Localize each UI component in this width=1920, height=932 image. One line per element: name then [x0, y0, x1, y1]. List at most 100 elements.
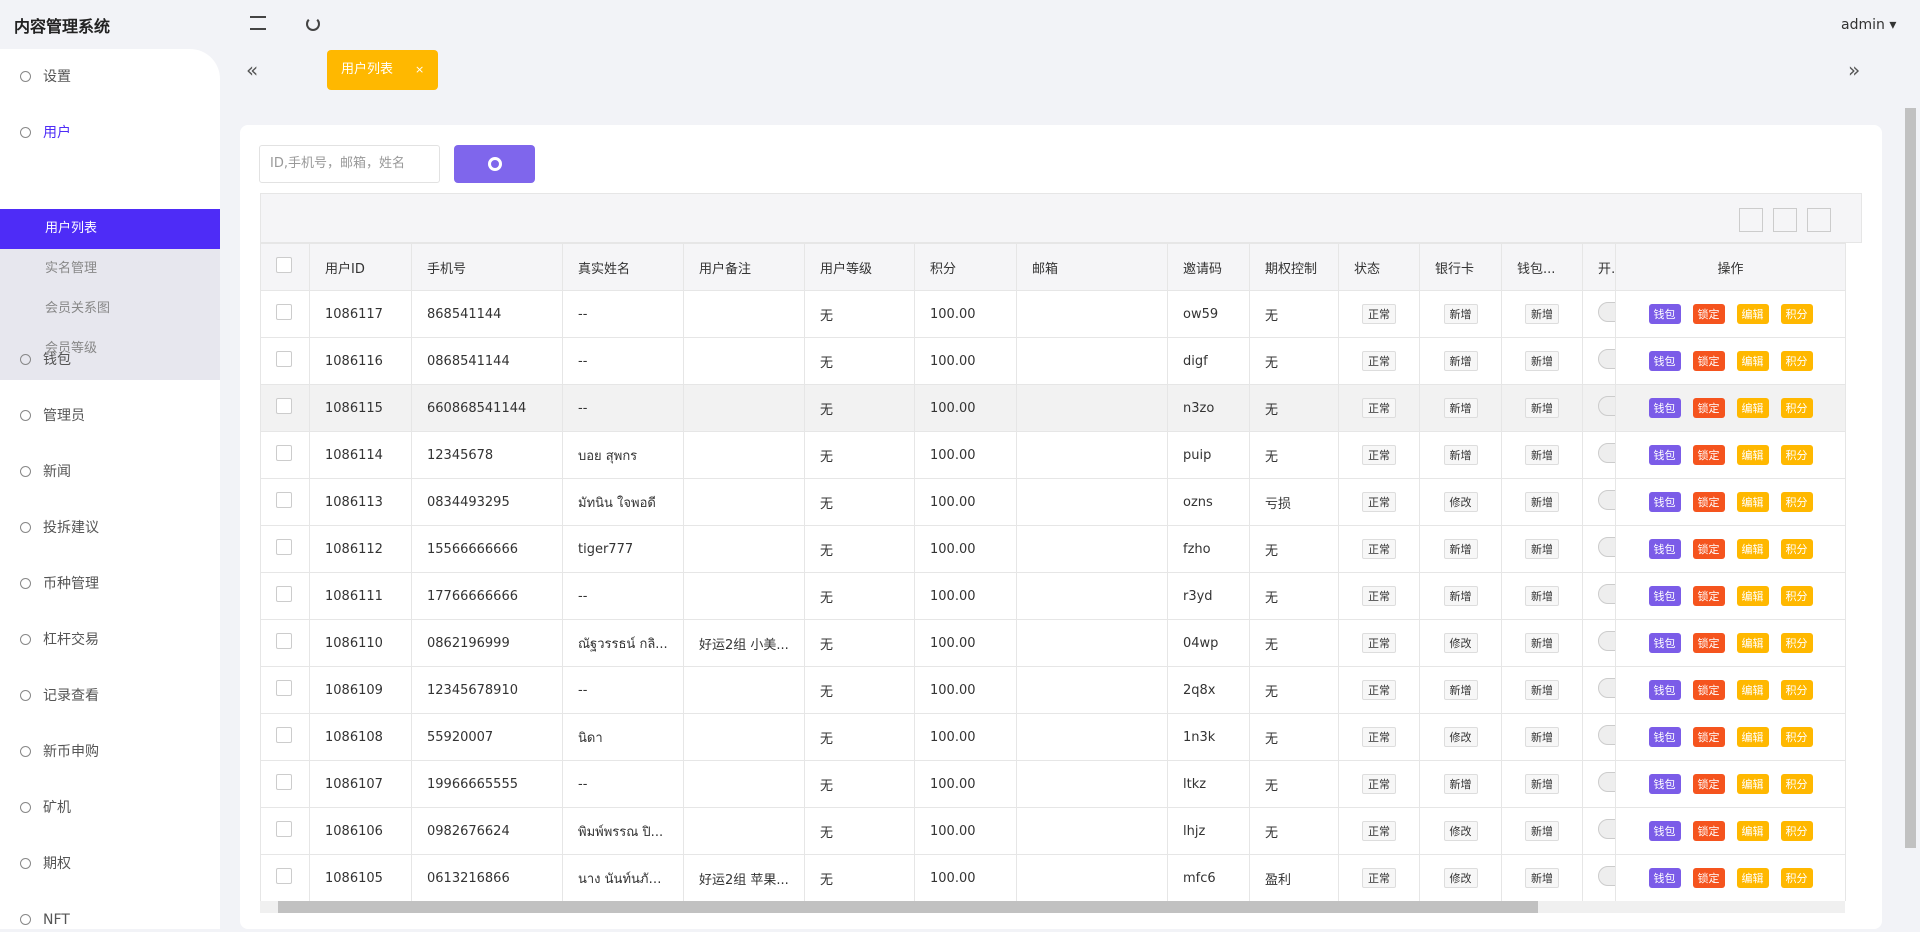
action-button[interactable]: 编辑 — [1736, 398, 1769, 418]
action-button[interactable]: 锁定 — [1692, 492, 1725, 512]
action-tag[interactable]: 修改 — [1443, 633, 1478, 653]
action-tag[interactable]: 新增 — [1525, 774, 1559, 794]
action-tag[interactable]: 新增 — [1443, 774, 1478, 794]
action-tag[interactable]: 新增 — [1525, 351, 1559, 371]
action-tag[interactable]: 新增 — [1525, 680, 1559, 700]
row-checkbox[interactable] — [260, 666, 310, 714]
action-tag[interactable]: 新增 — [1525, 727, 1559, 747]
action-tag[interactable]: 新增 — [1525, 492, 1559, 512]
row-checkbox[interactable] — [260, 431, 310, 479]
action-button[interactable]: 积分 — [1780, 727, 1813, 747]
submenu-item[interactable]: 会员关系图 — [0, 289, 220, 329]
action-button[interactable]: 编辑 — [1736, 304, 1769, 324]
action-button[interactable]: 钱包 — [1648, 774, 1681, 794]
tab-next[interactable]: » — [1848, 58, 1861, 82]
action-tag[interactable]: 修改 — [1443, 492, 1478, 512]
action-button[interactable]: 编辑 — [1736, 586, 1769, 606]
v-scroll[interactable] — [1905, 108, 1916, 848]
action-tag[interactable]: 新增 — [1525, 539, 1559, 559]
menu-toggle[interactable] — [250, 16, 266, 30]
h-scroll[interactable] — [260, 901, 1845, 913]
action-button[interactable]: 编辑 — [1736, 492, 1769, 512]
row-checkbox[interactable] — [260, 290, 310, 338]
user-menu[interactable]: admin ▾ — [1841, 17, 1897, 33]
toolbar-columns[interactable] — [1739, 208, 1763, 232]
action-button[interactable]: 编辑 — [1736, 821, 1769, 841]
action-button[interactable]: 编辑 — [1736, 727, 1769, 747]
action-button[interactable]: 编辑 — [1736, 633, 1769, 653]
action-tag[interactable]: 新增 — [1443, 351, 1478, 371]
action-button[interactable]: 积分 — [1780, 304, 1813, 324]
action-button[interactable]: 钱包 — [1648, 633, 1681, 653]
tab-prev[interactable]: « — [246, 58, 259, 82]
action-button[interactable]: 钱包 — [1648, 586, 1681, 606]
menu-item[interactable]: 用户 — [20, 121, 71, 145]
action-button[interactable]: 积分 — [1780, 586, 1813, 606]
menu-item[interactable]: 矿机 — [20, 796, 71, 820]
action-tag[interactable]: 新增 — [1443, 398, 1478, 418]
search-input[interactable]: ID,手机号，邮箱，姓名 — [259, 145, 440, 183]
action-button[interactable]: 钱包 — [1648, 398, 1681, 418]
action-button[interactable]: 编辑 — [1736, 351, 1769, 371]
row-checkbox[interactable] — [260, 572, 310, 620]
submenu-item[interactable]: 实名管理 — [0, 249, 220, 289]
action-button[interactable]: 编辑 — [1736, 868, 1769, 888]
action-button[interactable]: 锁定 — [1692, 445, 1725, 465]
action-tag[interactable]: 新增 — [1525, 445, 1559, 465]
search-button[interactable] — [454, 145, 535, 183]
submenu-item[interactable]: 会员等级 — [0, 329, 220, 369]
action-tag[interactable]: 新增 — [1525, 633, 1559, 653]
action-tag[interactable]: 新增 — [1443, 304, 1478, 324]
action-button[interactable]: 钱包 — [1648, 445, 1681, 465]
action-tag[interactable]: 新增 — [1525, 868, 1559, 888]
toolbar-export[interactable] — [1773, 208, 1797, 232]
action-tag[interactable]: 新增 — [1525, 304, 1559, 324]
row-checkbox[interactable] — [260, 854, 310, 901]
action-button[interactable]: 锁定 — [1692, 304, 1725, 324]
action-button[interactable]: 锁定 — [1692, 586, 1725, 606]
row-checkbox[interactable] — [260, 807, 310, 855]
action-button[interactable]: 积分 — [1780, 351, 1813, 371]
menu-item[interactable]: 新币申购 — [20, 740, 99, 764]
menu-item[interactable]: 管理员 — [20, 404, 85, 428]
action-button[interactable]: 编辑 — [1736, 539, 1769, 559]
action-button[interactable]: 钱包 — [1648, 539, 1681, 559]
menu-item[interactable]: 期权 — [20, 852, 71, 876]
action-button[interactable]: 积分 — [1780, 398, 1813, 418]
action-tag[interactable]: 修改 — [1443, 821, 1478, 841]
row-checkbox[interactable] — [260, 619, 310, 667]
action-button[interactable]: 积分 — [1780, 680, 1813, 700]
action-tag[interactable]: 新增 — [1443, 586, 1478, 606]
action-button[interactable]: 积分 — [1780, 774, 1813, 794]
action-button[interactable]: 锁定 — [1692, 821, 1725, 841]
action-button[interactable]: 钱包 — [1648, 727, 1681, 747]
action-tag[interactable]: 修改 — [1443, 868, 1478, 888]
row-checkbox[interactable] — [260, 384, 310, 432]
action-button[interactable]: 钱包 — [1648, 868, 1681, 888]
action-tag[interactable]: 新增 — [1525, 398, 1559, 418]
action-button[interactable]: 锁定 — [1692, 539, 1725, 559]
action-button[interactable]: 钱包 — [1648, 680, 1681, 700]
action-button[interactable]: 锁定 — [1692, 351, 1725, 371]
row-checkbox[interactable] — [260, 337, 310, 385]
action-button[interactable]: 钱包 — [1648, 492, 1681, 512]
menu-item[interactable]: NFT — [20, 908, 70, 932]
menu-item[interactable]: 杠杆交易 — [20, 628, 99, 652]
menu-item[interactable]: 币种管理 — [20, 572, 99, 596]
row-checkbox[interactable] — [260, 525, 310, 573]
action-button[interactable]: 积分 — [1780, 868, 1813, 888]
row-checkbox[interactable] — [260, 478, 310, 526]
action-button[interactable]: 积分 — [1780, 821, 1813, 841]
action-tag[interactable]: 修改 — [1443, 727, 1478, 747]
action-button[interactable]: 钱包 — [1648, 351, 1681, 371]
action-button[interactable]: 积分 — [1780, 539, 1813, 559]
action-tag[interactable]: 新增 — [1443, 680, 1478, 700]
menu-item[interactable]: 新闻 — [20, 460, 71, 484]
action-button[interactable]: 积分 — [1780, 492, 1813, 512]
action-button[interactable]: 积分 — [1780, 445, 1813, 465]
action-button[interactable]: 编辑 — [1736, 680, 1769, 700]
tab[interactable]: 用户列表 × — [327, 50, 438, 90]
action-button[interactable]: 锁定 — [1692, 633, 1725, 653]
toolbar-print[interactable] — [1807, 208, 1831, 232]
action-button[interactable]: 锁定 — [1692, 868, 1725, 888]
